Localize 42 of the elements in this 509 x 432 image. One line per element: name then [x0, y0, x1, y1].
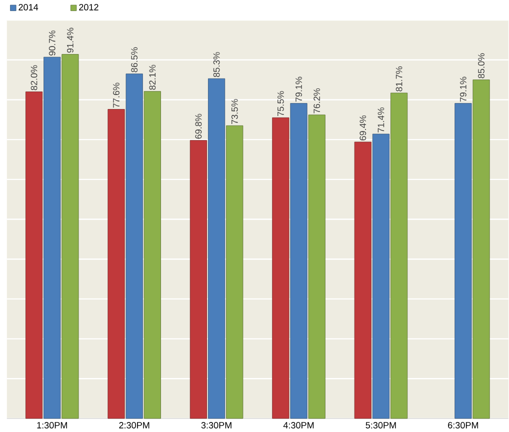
data-label: 82.0%	[30, 65, 38, 90]
data-label: 69.8%	[195, 114, 202, 139]
x-tick-label: 4:30PM	[283, 422, 314, 429]
bar	[26, 92, 43, 419]
data-label: 82.1%	[149, 64, 156, 90]
bar	[144, 91, 161, 419]
data-label: 79.1%	[460, 76, 466, 102]
x-tick-label: 1:30PM	[37, 422, 67, 429]
data-label: 85.3%	[213, 52, 220, 78]
data-label: 91.4%	[67, 28, 74, 53]
bar	[372, 134, 390, 419]
data-label: 71.4%	[378, 108, 384, 132]
bar	[208, 78, 226, 419]
legend-label: 2012	[79, 4, 98, 11]
data-label: 77.6%	[113, 82, 120, 108]
data-label: 76.2%	[314, 88, 320, 114]
x-tick-label: 2:30PM	[119, 422, 150, 429]
data-label: 79.1%	[296, 76, 302, 102]
x-tick-label: 3:30PM	[201, 422, 232, 429]
bar	[308, 114, 326, 419]
data-label: 73.5%	[231, 99, 238, 124]
data-label: 69.4%	[360, 116, 366, 140]
bar	[44, 56, 61, 419]
data-label: 90.7%	[48, 30, 56, 56]
bar	[290, 103, 308, 419]
bar	[190, 140, 207, 419]
legend-label: 2014	[18, 4, 38, 11]
data-label: 81.7%	[396, 66, 402, 92]
bar	[226, 126, 244, 419]
bar	[354, 142, 372, 419]
x-tick-label: 5:30PM	[366, 422, 396, 429]
bar	[126, 74, 143, 419]
bar	[472, 80, 490, 419]
x-tick-label: 6:30PM	[448, 422, 478, 429]
bar	[62, 54, 79, 419]
bar	[454, 103, 472, 419]
data-label: 85.0%	[478, 53, 484, 78]
bar	[108, 109, 125, 419]
bar	[272, 118, 290, 419]
bar	[390, 92, 408, 419]
data-label: 75.5%	[277, 91, 284, 116]
data-label: 86.5%	[131, 47, 138, 72]
